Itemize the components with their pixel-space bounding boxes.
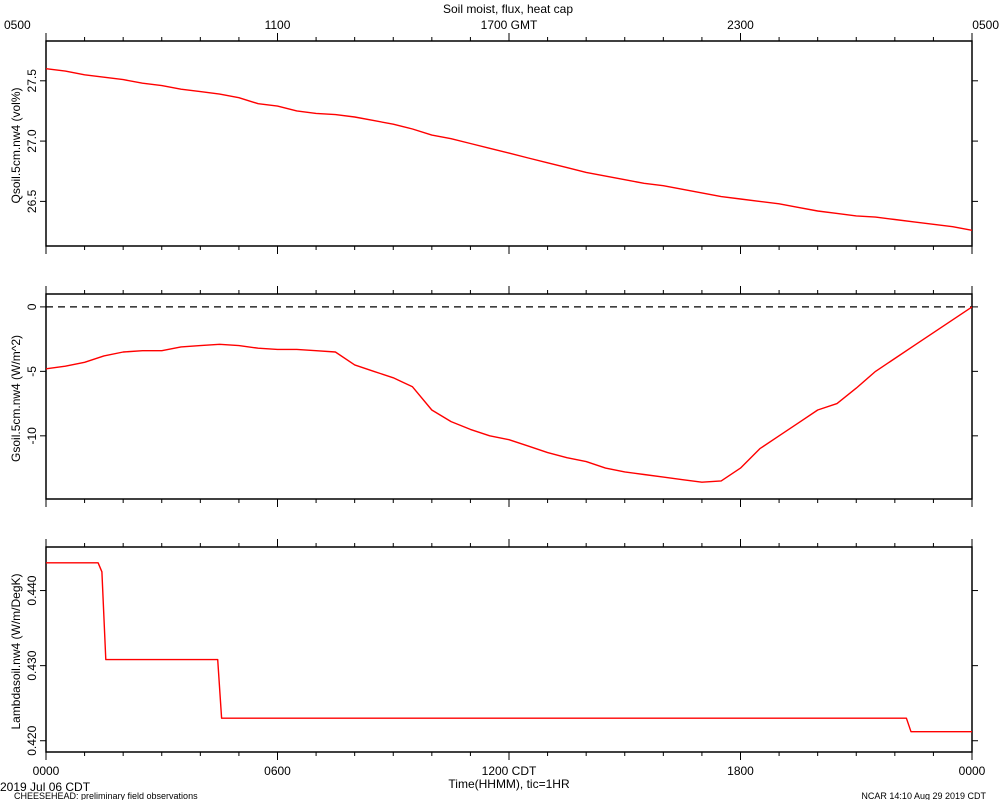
y-tick-label: 27.5 xyxy=(25,69,39,93)
top-x-tick-label: 1100 xyxy=(265,18,291,32)
plot-frame xyxy=(45,40,973,247)
plot-frame xyxy=(45,546,973,753)
top-x-tick-label: 2300 xyxy=(727,18,754,32)
series-line xyxy=(46,562,972,733)
y-tick-label: 0.440 xyxy=(25,575,39,605)
bottom-x-tick-label: 1800 xyxy=(727,764,754,778)
series-line xyxy=(45,68,973,231)
bottom-x-tick-label: 0000 xyxy=(33,764,60,778)
y-tick-label: 0.430 xyxy=(25,650,39,680)
series-line xyxy=(45,306,973,483)
y-tick-label: -10 xyxy=(25,427,39,445)
footer-right: NCAR 14:10 Aug 29 2019 CDT xyxy=(861,791,986,800)
y-axis-title: Lambdasoil.nw4 (W/m/DegK) xyxy=(9,573,23,729)
x-axis-title: Time(HHMM), tic=1HR xyxy=(448,777,570,791)
top-x-tick-label: 0500 xyxy=(4,18,31,32)
bottom-x-tick-label: 1200 CDT xyxy=(482,764,537,778)
y-axis-title: Qsoil.5cm.nw4 (vol%) xyxy=(9,87,23,203)
y-tick-label: 26.5 xyxy=(25,189,39,213)
bottom-x-tick-label: 0000 xyxy=(959,764,986,778)
date-label: 2019 Jul 06 CDT xyxy=(0,780,91,794)
y-axis-title: Gsoil.5cm.nw4 (W/m^2) xyxy=(9,335,23,462)
chart-title: Soil moist, flux, heat cap xyxy=(443,2,573,16)
bottom-x-tick-label: 0600 xyxy=(264,764,291,778)
panel-2: -10 -5 0 Gsoil.5cm.nw4 (W/m^2) xyxy=(9,286,978,507)
footer-left: CHEESEHEAD: preliminary field observatio… xyxy=(14,791,198,800)
y-tick-label: 0 xyxy=(25,303,39,310)
y-tick-label: 27.0 xyxy=(25,129,39,153)
y-tick-label: 0.420 xyxy=(25,725,39,755)
top-x-tick-label: 1700 GMT xyxy=(481,18,538,32)
top-x-tick-label: 0500 xyxy=(972,18,999,32)
plot-frame xyxy=(45,293,973,500)
y-tick-label: -5 xyxy=(25,366,39,377)
